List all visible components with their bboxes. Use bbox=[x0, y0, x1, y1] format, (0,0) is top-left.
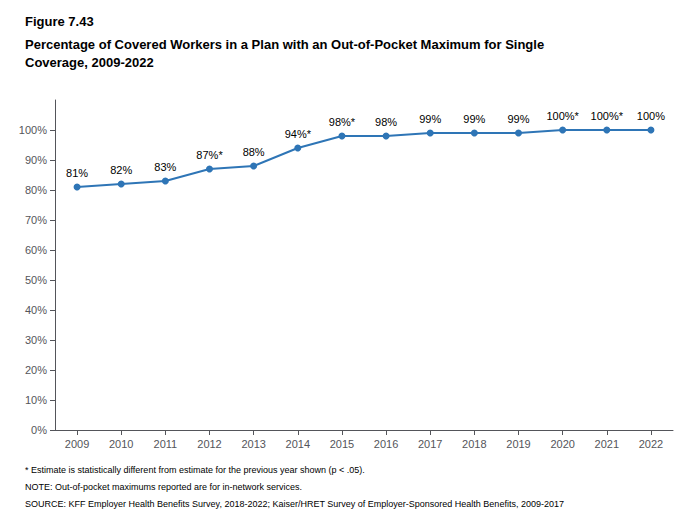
svg-text:Percentage of Covered Workers: Percentage of Covered Workers in a Plan … bbox=[25, 37, 544, 52]
svg-text:82%: 82% bbox=[110, 164, 132, 176]
svg-text:81%: 81% bbox=[66, 167, 88, 179]
svg-text:2014: 2014 bbox=[286, 438, 310, 450]
svg-text:98%*: 98%* bbox=[329, 116, 356, 128]
svg-text:2011: 2011 bbox=[154, 438, 178, 450]
svg-text:2013: 2013 bbox=[241, 438, 265, 450]
svg-text:99%: 99% bbox=[507, 113, 529, 125]
svg-text:98%: 98% bbox=[375, 116, 397, 128]
svg-text:2010: 2010 bbox=[109, 438, 133, 450]
svg-text:Coverage, 2009-2022: Coverage, 2009-2022 bbox=[25, 55, 154, 70]
svg-text:2022: 2022 bbox=[639, 438, 663, 450]
svg-text:2016: 2016 bbox=[374, 438, 398, 450]
svg-text:50%: 50% bbox=[25, 274, 47, 286]
svg-text:94%*: 94%* bbox=[285, 128, 312, 140]
svg-text:2015: 2015 bbox=[330, 438, 354, 450]
svg-text:SOURCE: KFF Employer Health Be: SOURCE: KFF Employer Health Benefits Sur… bbox=[25, 499, 564, 509]
svg-text:2009: 2009 bbox=[65, 438, 89, 450]
svg-text:Figure 7.43: Figure 7.43 bbox=[25, 14, 94, 29]
svg-text:83%: 83% bbox=[154, 161, 176, 173]
svg-text:99%: 99% bbox=[419, 113, 441, 125]
svg-text:88%: 88% bbox=[243, 146, 265, 158]
svg-text:87%*: 87%* bbox=[196, 149, 223, 161]
svg-text:20%: 20% bbox=[25, 364, 47, 376]
svg-text:2021: 2021 bbox=[595, 438, 619, 450]
svg-text:2012: 2012 bbox=[197, 438, 221, 450]
svg-text:100%: 100% bbox=[637, 110, 665, 122]
svg-text:100%*: 100%* bbox=[591, 110, 624, 122]
svg-text:2020: 2020 bbox=[550, 438, 574, 450]
svg-text:NOTE: Out-of-pocket maximums r: NOTE: Out-of-pocket maximums reported ar… bbox=[25, 482, 302, 492]
svg-text:70%: 70% bbox=[25, 214, 47, 226]
svg-text:2018: 2018 bbox=[462, 438, 486, 450]
svg-text:* Estimate is statistically di: * Estimate is statistically different fr… bbox=[25, 465, 365, 475]
svg-text:10%: 10% bbox=[25, 394, 47, 406]
svg-text:100%: 100% bbox=[19, 124, 47, 136]
svg-text:99%: 99% bbox=[463, 113, 485, 125]
svg-text:0%: 0% bbox=[31, 424, 47, 436]
svg-text:40%: 40% bbox=[25, 304, 47, 316]
svg-text:30%: 30% bbox=[25, 334, 47, 346]
svg-text:80%: 80% bbox=[25, 184, 47, 196]
svg-text:2019: 2019 bbox=[506, 438, 530, 450]
svg-text:100%*: 100%* bbox=[546, 110, 579, 122]
svg-text:90%: 90% bbox=[25, 154, 47, 166]
svg-text:60%: 60% bbox=[25, 244, 47, 256]
svg-text:2017: 2017 bbox=[418, 438, 442, 450]
